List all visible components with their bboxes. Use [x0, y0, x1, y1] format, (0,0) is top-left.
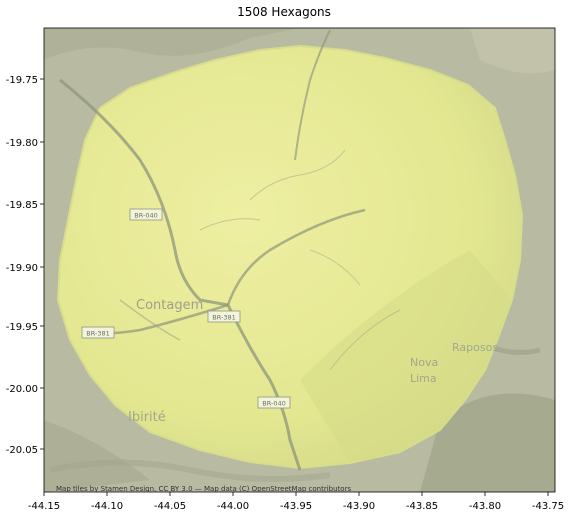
svg-text:BR-381: BR-381: [86, 330, 109, 338]
road-br040-north: [59, 78, 229, 307]
x-tick-label: -43.75: [532, 501, 564, 512]
x-axis: -44.15 -44.10 -44.05 -44.00 -43.95 -43.9…: [28, 492, 564, 512]
place-label-contagem: Contagem: [136, 298, 203, 313]
x-tick-label: -44.10: [91, 501, 123, 512]
y-axis: -19.75 -19.80 -19.85 -19.90 -19.95 -20.0…: [6, 75, 44, 456]
y-tick-label: -19.75: [6, 75, 38, 86]
place-label-ibirite: Ibirité: [128, 410, 166, 425]
road-north: [294, 29, 331, 161]
svg-text:BR-040: BR-040: [262, 400, 285, 408]
y-tick-label: -19.80: [6, 138, 38, 149]
road-network: [59, 29, 401, 471]
svg-text:BR-381: BR-381: [212, 314, 235, 322]
road-shield-br381-west: BR-381: [81, 326, 115, 339]
axes-frame: [43, 27, 556, 493]
hexagon-coverage-area: [56, 44, 524, 470]
place-label-raposos: Raposos: [452, 341, 498, 354]
road-br040-south: [226, 304, 302, 471]
place-label-nova: Nova: [410, 356, 438, 369]
y-tick-label: -19.90: [6, 263, 38, 274]
x-tick-label: -43.80: [469, 501, 501, 512]
map-attribution: Map tiles by Stamen Design, CC BY 3.0 — …: [56, 485, 352, 493]
x-tick-label: -43.95: [280, 501, 312, 512]
y-tick-label: -19.95: [6, 322, 38, 333]
road-shield-br381-center: BR-381: [207, 310, 241, 323]
road-shield-br040-south: BR-040: [257, 396, 291, 409]
x-tick-label: -44.05: [154, 501, 186, 512]
chart-title: 1508 Hexagons: [237, 5, 331, 19]
x-tick-label: -43.85: [406, 501, 438, 512]
road-br381-east: [226, 208, 366, 306]
place-label-lima: Lima: [410, 372, 437, 385]
y-tick-label: -20.00: [6, 384, 38, 395]
x-tick-label: -44.15: [28, 501, 60, 512]
road-shield-br040-north: BR-040: [129, 208, 163, 221]
svg-text:BR-040: BR-040: [134, 212, 157, 220]
y-tick-label: -19.85: [6, 200, 38, 211]
x-tick-label: -43.90: [343, 501, 375, 512]
x-tick-label: -44.00: [217, 501, 249, 512]
y-tick-label: -20.05: [6, 445, 38, 456]
